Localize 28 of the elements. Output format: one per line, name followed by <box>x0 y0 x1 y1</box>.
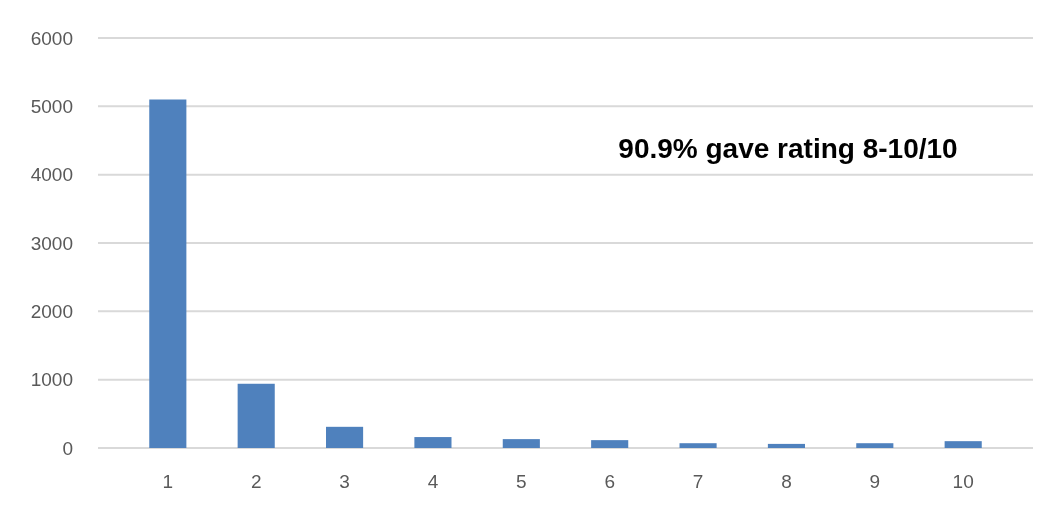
x-tick-label: 2 <box>250 471 262 492</box>
bar <box>591 440 629 448</box>
bar <box>767 443 805 448</box>
y-tick-label: 5000 <box>30 95 73 117</box>
y-tick-label: 0 <box>62 437 73 459</box>
x-tick-label: 5 <box>516 471 527 492</box>
x-tick-label: 6 <box>604 471 615 492</box>
y-tick-label: 6000 <box>30 27 73 49</box>
x-tick-label: 4 <box>427 471 439 492</box>
y-tick-label: 3000 <box>30 232 73 254</box>
x-tick-label: 1 <box>162 471 174 492</box>
bar <box>237 383 275 448</box>
bar <box>326 426 364 448</box>
y-tick-label: 1000 <box>30 369 73 391</box>
x-tick-label: 7 <box>692 471 704 492</box>
x-tick-label: 9 <box>869 471 881 492</box>
y-tick-label: 2000 <box>30 300 73 322</box>
bar <box>856 443 894 448</box>
bar <box>414 437 452 448</box>
annotation: 90.9% gave rating 8-10/10 <box>618 133 958 164</box>
x-tick-label: 3 <box>339 471 350 492</box>
bar <box>502 439 540 448</box>
x-tick-label: 8 <box>781 471 792 492</box>
bar <box>149 99 187 448</box>
y-tick-label: 4000 <box>30 164 73 186</box>
bar <box>679 443 717 448</box>
bar <box>944 441 982 448</box>
x-tick-label: 10 <box>952 471 974 492</box>
